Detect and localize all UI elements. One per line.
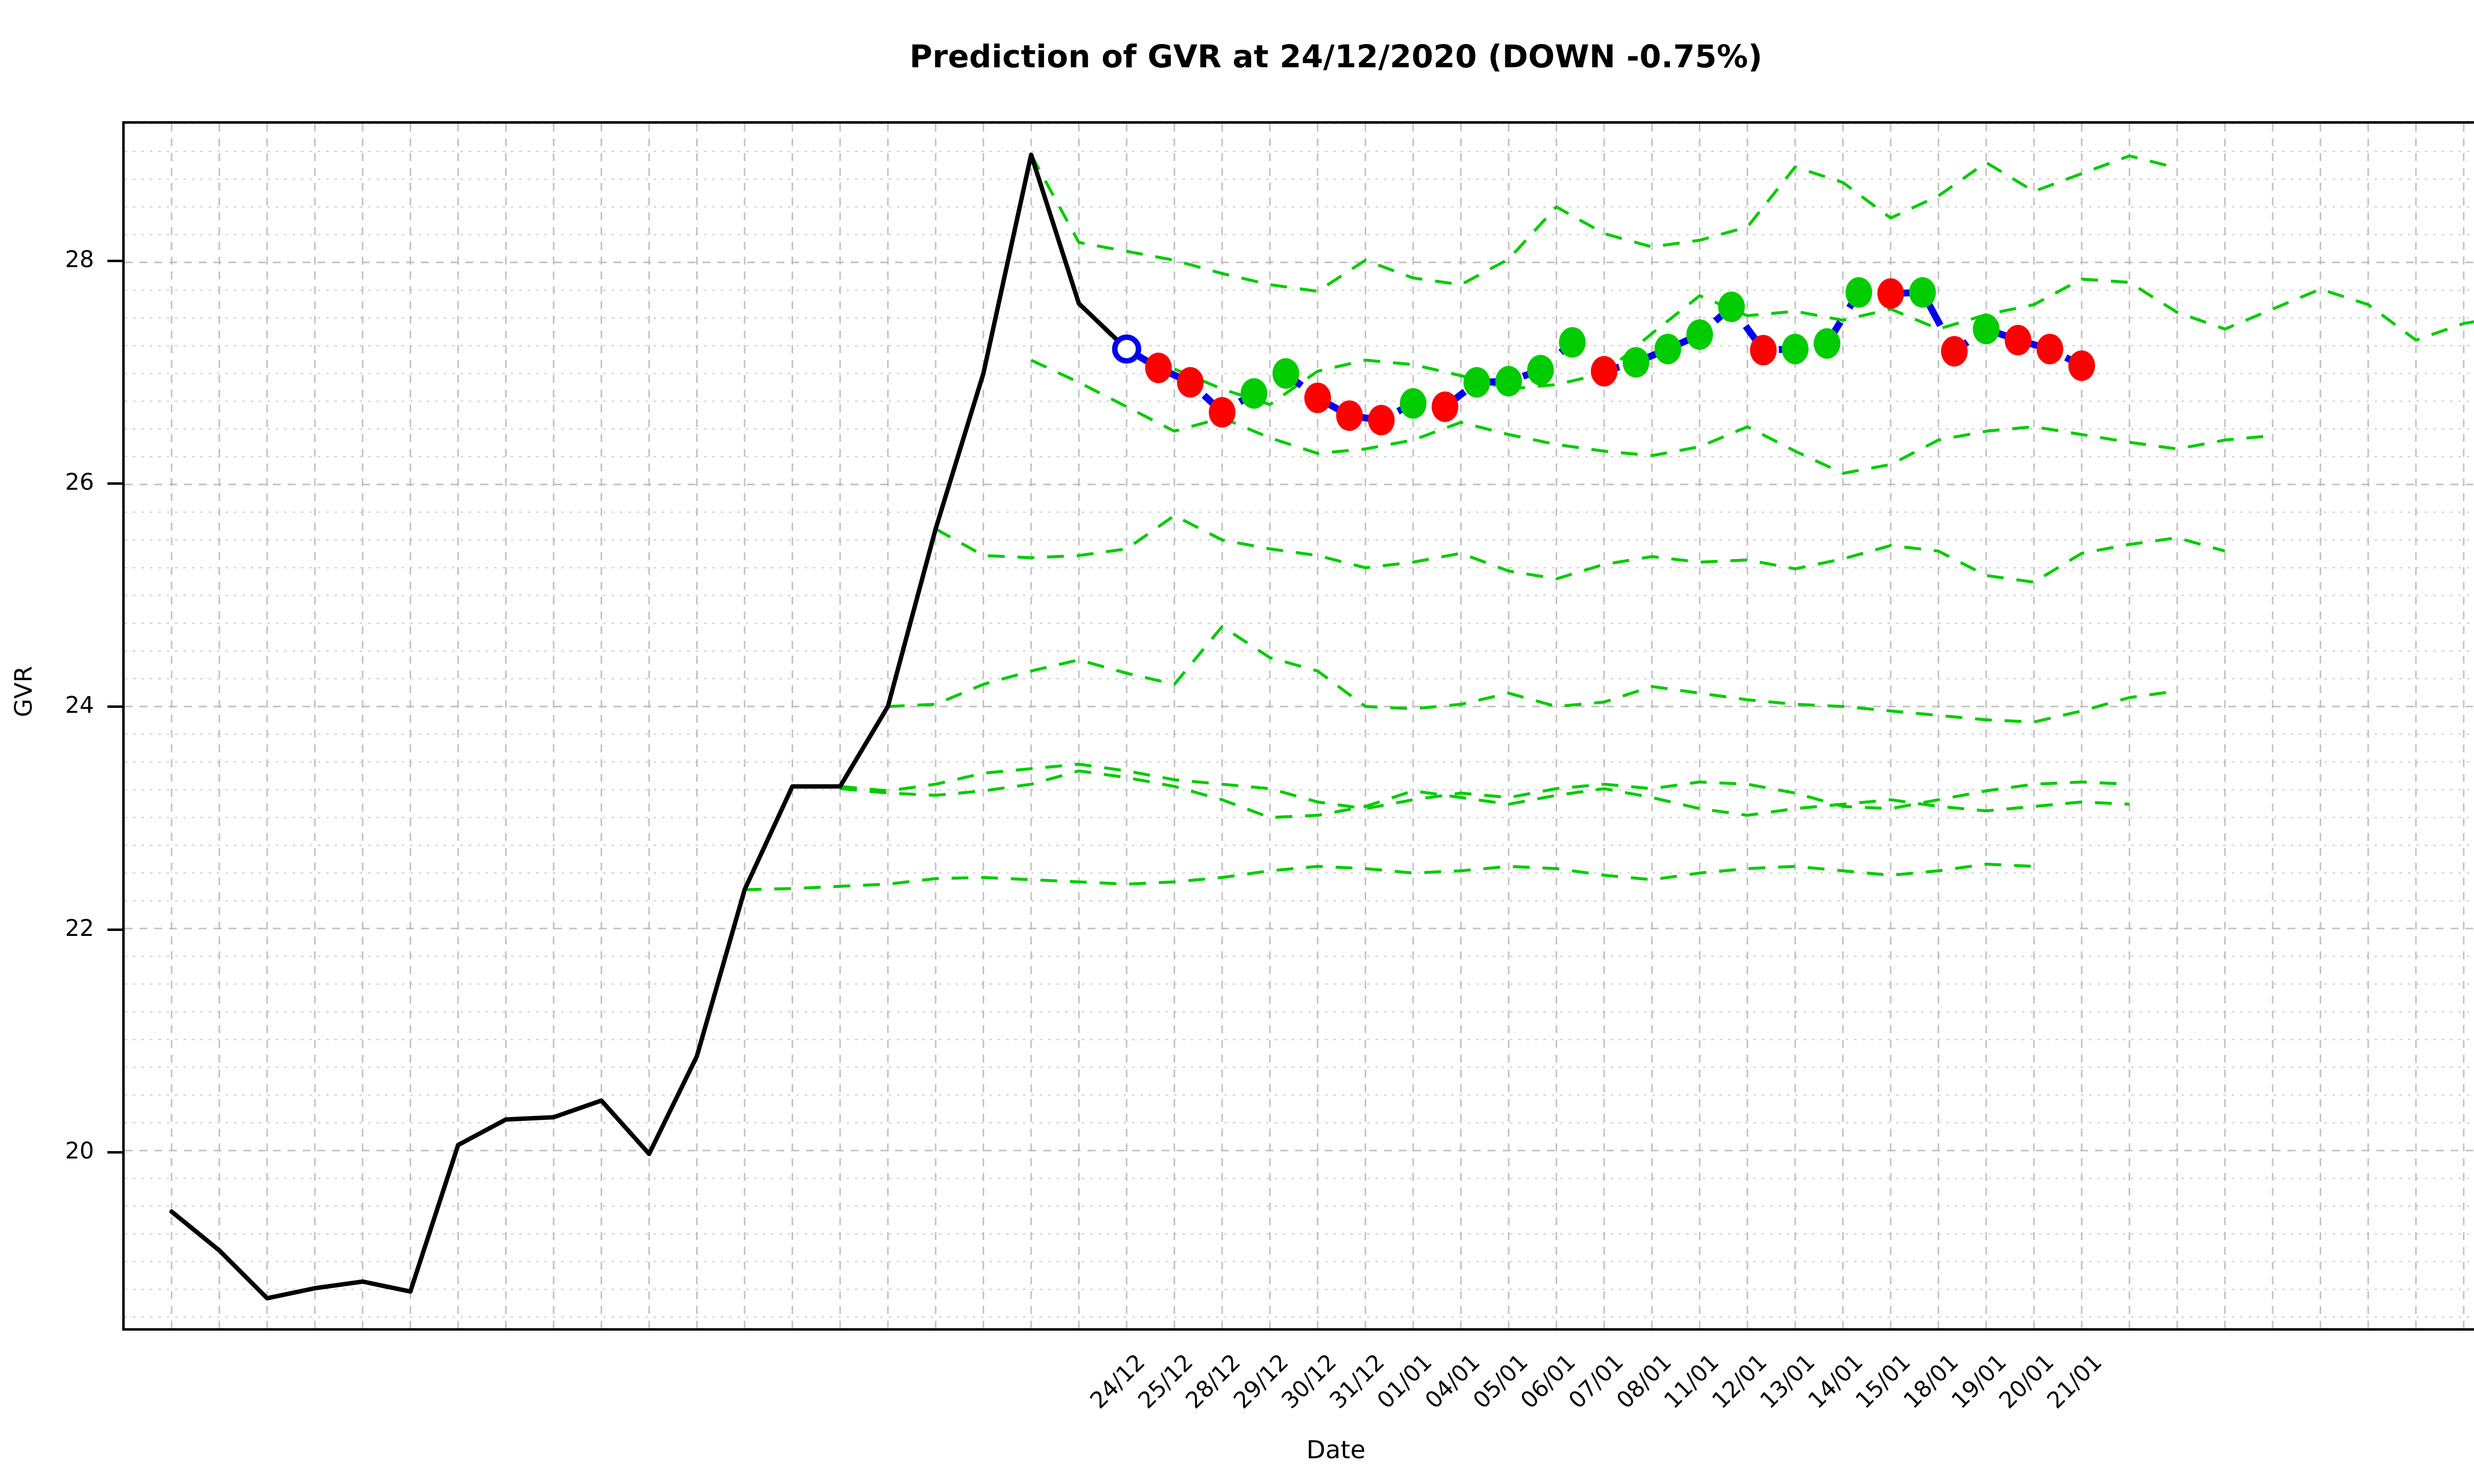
grid-lines bbox=[125, 124, 2474, 1328]
y-axis-tick-mark bbox=[107, 705, 122, 708]
similar-history-lines bbox=[744, 154, 2474, 891]
y-axis-tick-mark bbox=[107, 482, 122, 485]
y-axis-tick-mark bbox=[107, 259, 122, 262]
plot-area bbox=[122, 121, 2474, 1331]
chart-title: Prediction of GVR at 24/12/2020 (DOWN -0… bbox=[909, 39, 1762, 75]
y-axis-tick-label: 20 bbox=[65, 1137, 94, 1164]
historical-line bbox=[169, 152, 1129, 1300]
y-axis-tick-label: 22 bbox=[65, 914, 94, 941]
y-axis-tick-label: 24 bbox=[65, 692, 94, 719]
y-axis-tick-label: 26 bbox=[65, 468, 94, 496]
prediction-markers bbox=[1145, 277, 2095, 436]
y-axis-tick-mark bbox=[107, 928, 122, 931]
y-axis-tick-mark bbox=[107, 1151, 122, 1154]
x-axis-title: Date bbox=[1306, 1436, 1366, 1464]
y-axis-tick-label: 28 bbox=[65, 245, 94, 273]
anchor-marker bbox=[1112, 334, 1142, 364]
chart-canvas bbox=[125, 124, 2474, 1328]
